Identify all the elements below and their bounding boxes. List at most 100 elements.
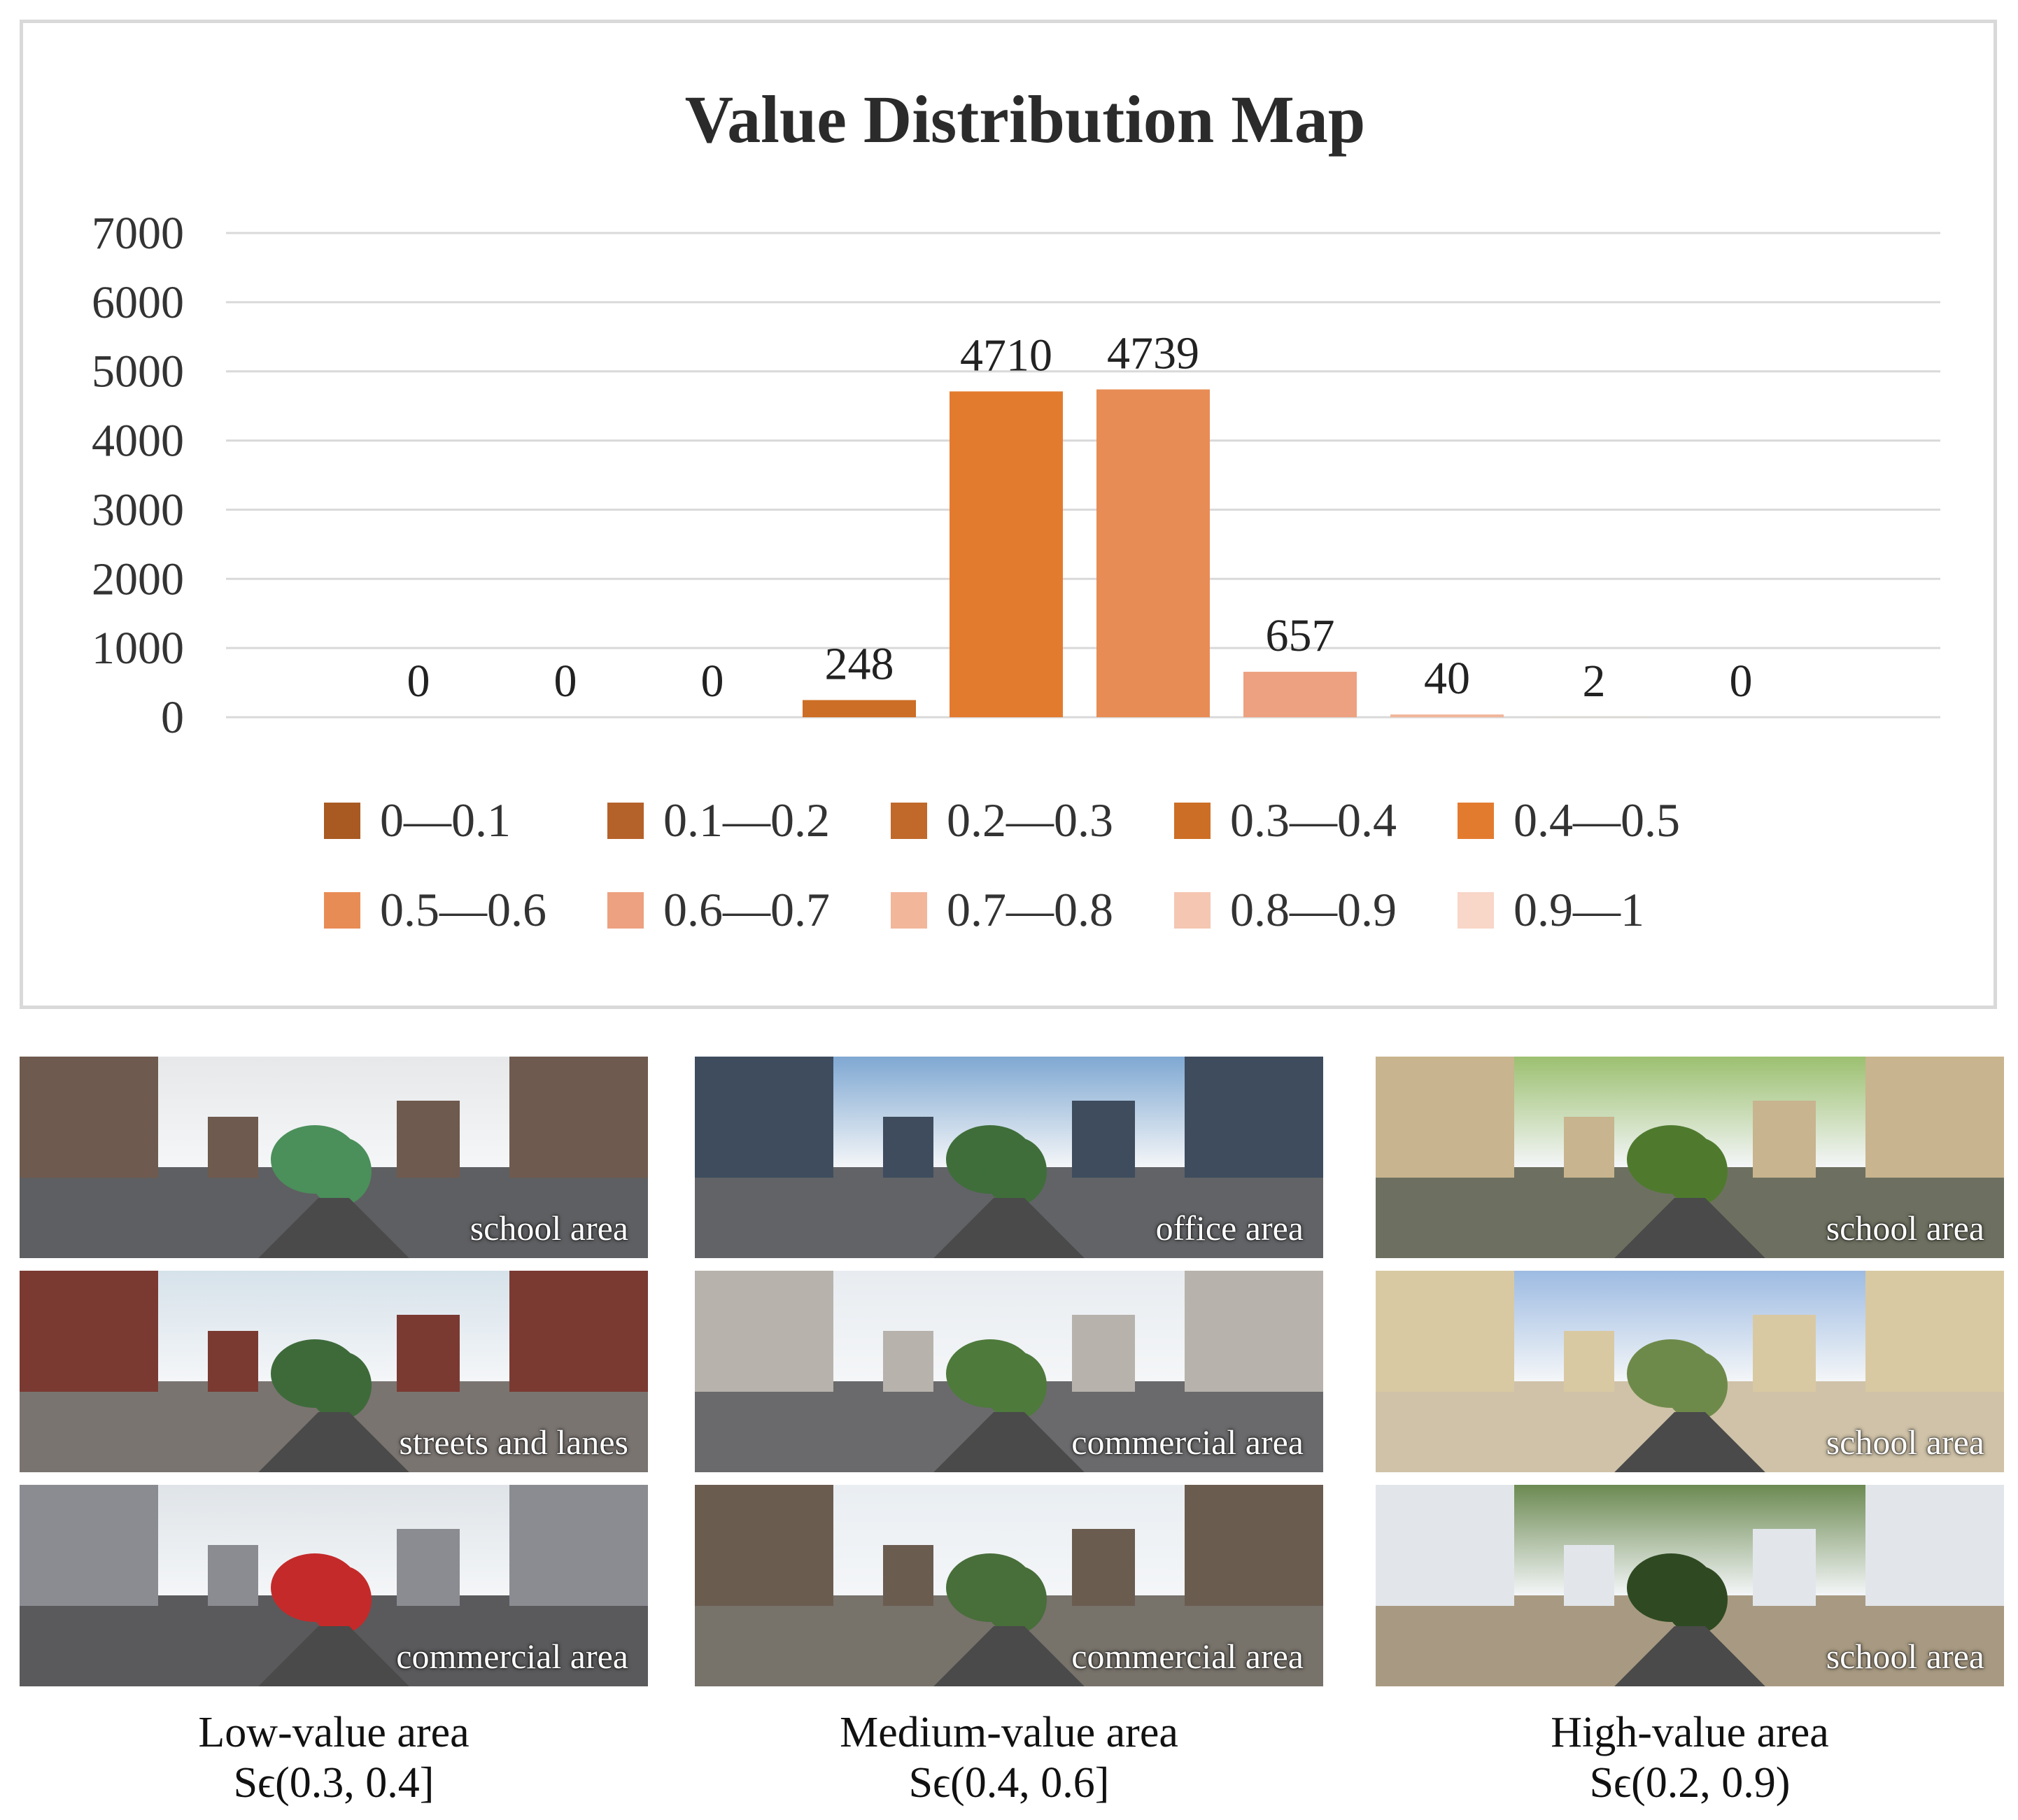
photo-tree (984, 1137, 1047, 1206)
photo-building (1564, 1331, 1615, 1392)
legend-swatch-6 (607, 892, 644, 929)
photo-building (509, 1057, 648, 1178)
photo-building (1564, 1545, 1615, 1606)
photo-caption: commercial area (1071, 1423, 1304, 1462)
bar-6 (1243, 672, 1357, 717)
photo-building (1376, 1057, 1514, 1178)
data-label-7: 40 (1424, 653, 1470, 704)
y-tick-label-4000: 4000 (92, 416, 184, 467)
data-label-9: 0 (1730, 656, 1753, 707)
data-label-3: 248 (825, 638, 894, 689)
photo-building (1752, 1529, 1816, 1606)
bar-layer (803, 389, 1651, 717)
photo-building (509, 1485, 648, 1606)
group-caption: High-value area Sϵ(0.2, 0.9) (1375, 1707, 2005, 1808)
photo-building (1865, 1485, 2004, 1606)
data-label-6: 657 (1266, 610, 1335, 661)
photo-building (1071, 1315, 1135, 1392)
photo-caption: school area (1826, 1208, 1984, 1248)
data-label-0: 0 (407, 656, 430, 707)
y-tick-label-7000: 7000 (92, 208, 184, 259)
photo-caption: office area (1155, 1208, 1304, 1248)
photo-building (883, 1331, 934, 1392)
photo-building (20, 1057, 158, 1178)
photo-building (695, 1057, 833, 1178)
grid-layer (226, 232, 1940, 719)
y-axis-tick-labels: 0 1000 2000 3000 4000 5000 6000 7000 (92, 208, 184, 743)
photo-building (1564, 1117, 1615, 1178)
photo-tree (309, 1351, 372, 1420)
photo-building (208, 1117, 259, 1178)
legend-label-5: 0.5—0.6 (380, 883, 546, 936)
legend-swatch-1 (607, 803, 644, 839)
photo-building (1752, 1101, 1816, 1178)
legend-label-9: 0.9—1 (1514, 883, 1644, 936)
street-view-photo: commercial area (695, 1485, 1323, 1686)
legend-swatch-2 (891, 803, 927, 839)
legend-label-0: 0—0.1 (380, 793, 511, 847)
photo-building (1185, 1057, 1323, 1178)
photo-tree (1665, 1137, 1728, 1206)
photo-caption: school area (1826, 1423, 1984, 1462)
photo-caption: commercial area (396, 1637, 628, 1676)
group-range: Sϵ(0.2, 0.9) (1589, 1759, 1791, 1807)
street-view-photo: school area (1376, 1485, 2004, 1686)
data-label-4: 4710 (960, 330, 1052, 381)
photo-tree (309, 1137, 372, 1206)
legend-label-7: 0.7—0.8 (947, 883, 1113, 936)
street-view-photo: school area (1376, 1057, 2004, 1258)
legend-label-4: 0.4—0.5 (1514, 793, 1680, 847)
photo-caption: school area (470, 1208, 628, 1248)
photo-building (20, 1271, 158, 1392)
group-label: Medium-value area (840, 1709, 1178, 1756)
group-range: Sϵ(0.4, 0.6] (908, 1759, 1110, 1807)
legend-swatch-3 (1174, 803, 1211, 839)
bar-7 (1390, 714, 1504, 717)
group-range: Sϵ(0.3, 0.4] (233, 1759, 435, 1807)
photo-caption: school area (1826, 1637, 1984, 1676)
value-distribution-chart: Value Distribution Map 01000200030004000… (92, 82, 1940, 936)
photo-building (1376, 1271, 1514, 1392)
street-view-photo: school area (20, 1057, 648, 1258)
group-caption: Low-value area Sϵ(0.3, 0.4] (19, 1707, 649, 1808)
bar-5 (1096, 389, 1210, 717)
photo-building (509, 1271, 648, 1392)
photo-building (1865, 1057, 2004, 1178)
legend-swatch-7 (891, 892, 927, 929)
legend-label-1: 0.1—0.2 (663, 793, 830, 847)
legend: 0—0.1 0.1—0.2 0.2—0.3 0.3—0.4 0.4—0.5 0.5—0.6… (324, 793, 1680, 936)
legend-label-2: 0.2—0.3 (947, 793, 1113, 847)
group-caption: Medium-value area Sϵ(0.4, 0.6] (694, 1707, 1324, 1808)
photo-tree (309, 1565, 372, 1635)
photo-building (208, 1545, 259, 1606)
data-label-layer: 0 0 0 248 4710 4739 657 40 2 0 (407, 328, 1753, 707)
data-label-1: 0 (554, 656, 577, 707)
photo-tree (1665, 1351, 1728, 1420)
data-label-5: 4739 (1107, 328, 1199, 379)
photo-building (695, 1485, 833, 1606)
photo-building (695, 1271, 833, 1392)
photo-building (1185, 1485, 1323, 1606)
y-tick-label-6000: 6000 (92, 277, 184, 328)
chart-panel: Value Distribution Map 0 1000 2000 3000 4000… (20, 20, 1997, 1009)
photo-building (1071, 1101, 1135, 1178)
photo-building (1752, 1315, 1816, 1392)
photo-caption: streets and lanes (399, 1423, 628, 1462)
y-tick-label-2000: 2000 (92, 553, 184, 605)
photo-building (208, 1331, 259, 1392)
photo-building (396, 1101, 460, 1178)
y-tick-label-0: 0 (161, 692, 184, 743)
photo-tree (1665, 1565, 1728, 1635)
photo-building (883, 1117, 934, 1178)
legend-swatch-8 (1174, 892, 1211, 929)
legend-swatch-0 (324, 803, 360, 839)
legend-swatch-4 (1458, 803, 1494, 839)
data-label-2: 0 (701, 656, 724, 707)
legend-label-3: 0.3—0.4 (1230, 793, 1397, 847)
legend-label-6: 0.6—0.7 (663, 883, 830, 936)
street-view-photo: office area (695, 1057, 1323, 1258)
street-view-photo: commercial area (695, 1271, 1323, 1472)
photo-building (1071, 1529, 1135, 1606)
group-label: High-value area (1551, 1709, 1829, 1756)
legend-swatch-9 (1458, 892, 1494, 929)
